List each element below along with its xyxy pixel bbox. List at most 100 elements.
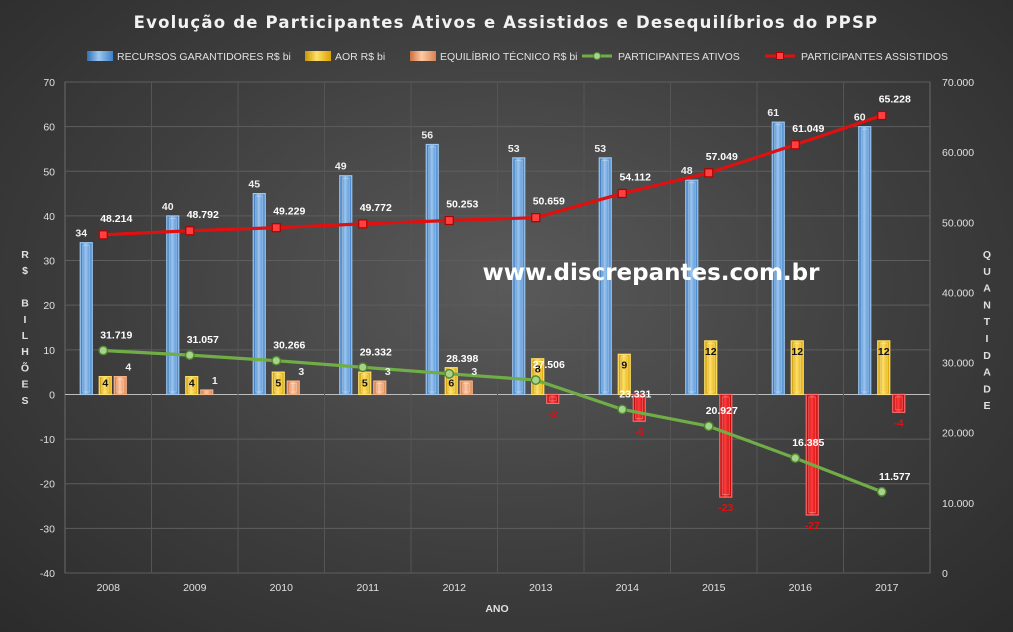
y-left-tick-label: -40 bbox=[40, 568, 55, 580]
legend-label: PARTICIPANTES ATIVOS bbox=[618, 51, 740, 63]
series-line bbox=[103, 348, 883, 494]
line-point bbox=[617, 404, 628, 415]
axis-title-letter: N bbox=[983, 299, 991, 311]
legend-label: PARTICIPANTES ASSISTIDOS bbox=[801, 51, 948, 63]
line-point bbox=[358, 219, 368, 229]
bar bbox=[459, 380, 473, 396]
y-right-tick-label: 60.000 bbox=[942, 147, 974, 159]
bar-highlight bbox=[706, 342, 715, 393]
y-right-tick-label: 70.000 bbox=[942, 77, 974, 89]
legend-label: EQUILÍBRIO TÉCNICO R$ bi bbox=[440, 50, 578, 63]
line-data-label: 23.331 bbox=[619, 388, 651, 400]
line-point bbox=[444, 215, 454, 226]
bar bbox=[166, 215, 180, 396]
lines bbox=[98, 110, 887, 497]
line-data-label: 31.719 bbox=[100, 330, 132, 342]
line-data-label: 30.266 bbox=[273, 340, 305, 352]
bar-data-label: 61 bbox=[767, 107, 779, 119]
bar-data-label: 12 bbox=[878, 346, 890, 358]
bar-data-label: 48 bbox=[681, 165, 693, 177]
axis-title-letter: B bbox=[21, 298, 29, 310]
bar bbox=[252, 192, 266, 396]
line-data-label: 49.772 bbox=[360, 202, 392, 214]
axis-title-letter: D bbox=[983, 350, 991, 362]
bar bbox=[685, 179, 699, 396]
bar-data-label: 49 bbox=[335, 161, 347, 173]
x-tick-label: 2015 bbox=[702, 582, 726, 594]
line-data-label: 50.253 bbox=[446, 199, 478, 211]
y-right-tick-label: 20.000 bbox=[942, 428, 974, 440]
line-point bbox=[876, 486, 887, 497]
axis-title-letter: E bbox=[983, 400, 990, 412]
bar bbox=[704, 340, 718, 396]
grid bbox=[64, 81, 931, 574]
legend-swatch bbox=[87, 51, 113, 61]
bar-data-label: 56 bbox=[421, 129, 433, 141]
y-right-tick-label: 50.000 bbox=[942, 217, 974, 229]
axis-title-letter: L bbox=[22, 330, 29, 342]
x-tick-label: 2016 bbox=[789, 582, 813, 594]
watermark: www.discrepantes.com.br bbox=[483, 260, 821, 286]
axis-title-letter: $ bbox=[22, 265, 28, 277]
line-point bbox=[357, 362, 368, 373]
bar bbox=[771, 121, 785, 396]
line-point bbox=[790, 140, 800, 150]
line-point bbox=[184, 350, 195, 361]
bar bbox=[425, 143, 439, 396]
bar-data-label: 12 bbox=[791, 346, 803, 358]
bar-data-label: 3 bbox=[298, 366, 304, 378]
bar-highlight bbox=[274, 374, 283, 393]
axis-title-letter: T bbox=[984, 316, 991, 328]
x-axis-title: ANO bbox=[485, 603, 508, 615]
line-data-label: 48.214 bbox=[100, 213, 132, 225]
bar-highlight bbox=[428, 146, 437, 393]
bar bbox=[719, 393, 733, 498]
bar-highlight bbox=[894, 396, 903, 411]
bar-data-label: -27 bbox=[805, 520, 820, 532]
y-left-tick-label: 60 bbox=[43, 122, 55, 134]
bar-data-label: 4 bbox=[189, 377, 195, 389]
bar bbox=[339, 175, 353, 396]
bar-data-label: -23 bbox=[718, 502, 733, 514]
bar-highlight bbox=[793, 342, 802, 393]
legend-item: PARTICIPANTES ASSISTIDOS bbox=[765, 51, 948, 63]
bar bbox=[200, 389, 214, 396]
line-point bbox=[703, 421, 714, 432]
line-point bbox=[98, 345, 109, 356]
bar-data-label: 53 bbox=[594, 143, 606, 155]
bar-highlight bbox=[635, 396, 644, 420]
axis-title-letter: U bbox=[983, 266, 991, 278]
bar-highlight bbox=[168, 218, 177, 393]
bar-data-label: -6 bbox=[635, 426, 644, 438]
x-tick-label: 2009 bbox=[183, 582, 207, 594]
line-data-label: 48.792 bbox=[187, 209, 219, 221]
bar-highlight bbox=[860, 128, 869, 393]
line-point bbox=[704, 168, 714, 178]
legend-item: PARTICIPANTES ATIVOS bbox=[582, 51, 740, 63]
bar bbox=[858, 126, 872, 396]
bar-data-label: 1 bbox=[212, 375, 218, 387]
y-left-tick-label: 30 bbox=[43, 256, 55, 268]
line-data-label: 31.057 bbox=[187, 334, 219, 346]
bar-highlight bbox=[774, 124, 783, 393]
bar-data-label: 3 bbox=[471, 366, 477, 378]
axis-title-letter: S bbox=[21, 395, 28, 407]
y-left-tick-label: -20 bbox=[40, 479, 55, 491]
x-tick-label: 2012 bbox=[443, 582, 467, 594]
bar-data-label: 4 bbox=[102, 377, 108, 389]
y-left-tick-label: -30 bbox=[40, 523, 55, 535]
bar bbox=[358, 371, 372, 396]
line-point bbox=[98, 230, 108, 240]
bar-highlight bbox=[687, 182, 696, 393]
line-data-label: 20.927 bbox=[706, 405, 738, 417]
bar-data-label: 6 bbox=[448, 377, 454, 389]
bar bbox=[877, 340, 891, 396]
bar-highlight bbox=[601, 159, 610, 393]
bar-highlight bbox=[360, 374, 369, 393]
legend-label: AOR R$ bi bbox=[335, 51, 385, 63]
legend-label: RECURSOS GARANTIDORES R$ bi bbox=[117, 51, 291, 63]
axis-title-letter: D bbox=[983, 383, 991, 395]
line-data-label: 65.228 bbox=[879, 93, 911, 105]
